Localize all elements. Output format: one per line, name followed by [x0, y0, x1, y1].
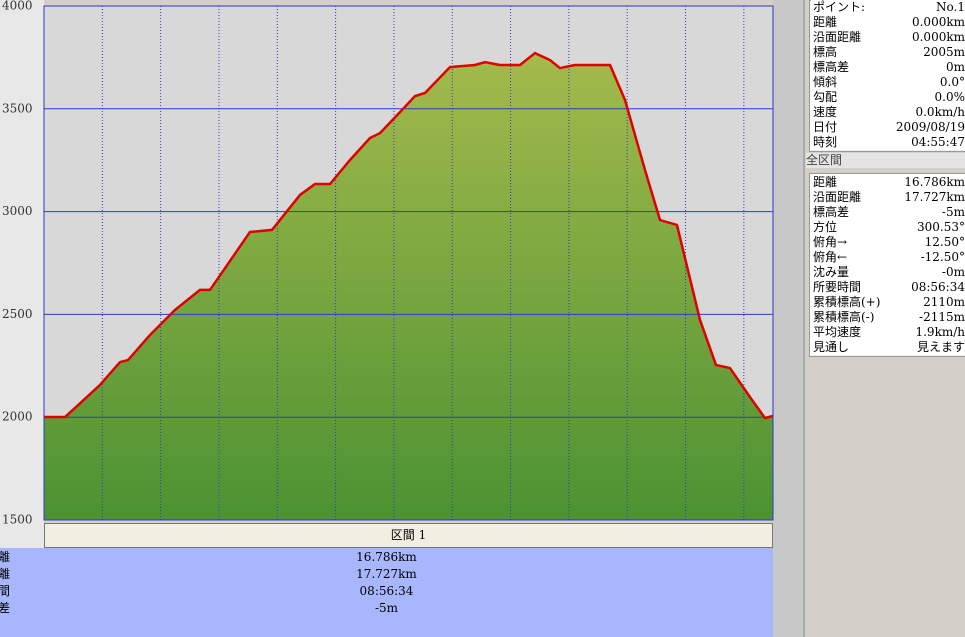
- row-value: 0.000km: [911, 15, 965, 29]
- info-row: 距離 16.786km: [811, 175, 965, 191]
- area-fill: [44, 53, 773, 521]
- row-value: 1.9km/h: [915, 325, 965, 339]
- row-value: 16.786km: [356, 550, 417, 564]
- info-row: 方位 300.53°: [811, 220, 965, 236]
- info-row: 俯角← -12.50°: [811, 250, 965, 266]
- y-tick-label: 1500: [2, 513, 33, 527]
- info-row: 標高 2005m: [811, 45, 965, 61]
- row-value: 0m: [945, 60, 965, 74]
- row-label: 標高差: [813, 60, 850, 74]
- row-value: 12.50°: [924, 235, 965, 249]
- row-label: 所要時間: [0, 584, 10, 598]
- info-row: 累積標高(+) 2110m: [811, 295, 965, 311]
- row-value: -12.50°: [920, 250, 965, 264]
- row-label: 累積標高(+): [813, 295, 881, 309]
- row-value: 17.727km: [356, 567, 417, 581]
- info-row: 沈み量 -0m: [811, 265, 965, 281]
- row-label: 距離: [0, 550, 10, 564]
- section-row: 標高差 -5m: [0, 600, 773, 617]
- section-row: 所要時間 08:56:34: [0, 583, 773, 600]
- row-label: 傾斜: [813, 75, 838, 89]
- row-label: 勾配: [813, 90, 838, 104]
- section-body: [0, 548, 773, 637]
- row-value: -2115m: [919, 310, 965, 324]
- info-row: 見通し 見えます: [811, 340, 965, 356]
- plot-frame: [43, 5, 774, 521]
- row-label: 日付: [813, 120, 838, 134]
- row-value: 2110m: [923, 295, 965, 309]
- row-value: 0.000km: [911, 30, 965, 44]
- row-label: 標高差: [0, 601, 10, 615]
- info-row: ポイント: No.1: [811, 0, 965, 16]
- row-label: 方位: [813, 220, 838, 234]
- section-row: 距離 16.786km: [0, 549, 773, 566]
- axis-panel: [0, 0, 44, 637]
- row-label: ポイント:: [813, 0, 866, 14]
- info-row: 日付 2009/08/19: [811, 120, 965, 136]
- y-tick-label: 2000: [2, 410, 33, 424]
- y-tick-label: 2500: [2, 307, 33, 321]
- info-row: 標高差 -5m: [811, 205, 965, 221]
- row-value: 08:56:34: [911, 280, 965, 294]
- row-label: 速度: [813, 105, 838, 119]
- profile-chart: 1500 2000 2500 3000 3500 4000: [0, 0, 805, 637]
- row-label: 沈み量: [813, 265, 850, 279]
- info-row: 距離 0.000km: [811, 15, 965, 31]
- row-value: 2005m: [923, 45, 965, 59]
- info-row: 速度 0.0km/h: [811, 105, 965, 121]
- info-row: 時刻 04:55:47: [811, 135, 965, 151]
- info-row: 平均速度 1.9km/h: [811, 325, 965, 341]
- info-row: 沿面距離 17.727km: [811, 190, 965, 206]
- row-label: 距離: [813, 15, 838, 29]
- splitter: [773, 0, 805, 637]
- info-row: 標高差 0m: [811, 60, 965, 76]
- row-label: 時刻: [813, 135, 838, 149]
- row-value: 0.0%: [934, 90, 965, 104]
- row-value: 17.727km: [904, 190, 965, 204]
- row-label: 所要時間: [813, 280, 862, 294]
- section-header: 区間 1: [44, 523, 773, 548]
- row-value: 0.0km/h: [915, 105, 965, 119]
- profile-line: [44, 51, 774, 420]
- info-row: 俯角→ 12.50°: [811, 235, 965, 251]
- row-value: 08:56:34: [359, 584, 414, 598]
- row-label: 距離: [813, 175, 838, 189]
- row-value: 0.0°: [939, 75, 965, 89]
- row-label: 沿面距離: [813, 190, 862, 204]
- row-label: 平均速度: [813, 325, 862, 339]
- info-row: 勾配 0.0%: [811, 90, 965, 106]
- row-value: 16.786km: [904, 175, 965, 189]
- row-label: 標高: [813, 45, 838, 59]
- row-label: 見通し: [813, 340, 850, 354]
- section-row: 沿面距離 17.727km: [0, 566, 773, 583]
- info-row: 傾斜 0.0°: [811, 75, 965, 91]
- row-value: 2009/08/19: [895, 120, 965, 134]
- row-value: 300.53°: [917, 220, 965, 234]
- row-value: -5m: [941, 205, 965, 219]
- total-header: 全区間: [806, 153, 965, 168]
- y-tick-label: 4000: [2, 0, 33, 13]
- info-row: 累積標高(-) -2115m: [811, 310, 965, 326]
- info-row: 所要時間 08:56:34: [811, 280, 965, 296]
- row-label: 俯角→: [813, 235, 848, 249]
- row-label: 沿面距離: [0, 567, 10, 581]
- row-value: -0m: [941, 265, 965, 279]
- y-tick-label: 3000: [2, 204, 33, 218]
- row-label: 沿面距離: [813, 30, 862, 44]
- row-value: 見えます: [916, 340, 965, 354]
- row-value: 04:55:47: [911, 135, 965, 149]
- row-label: 累積標高(-): [813, 310, 875, 324]
- row-label: 標高差: [813, 205, 850, 219]
- row-label: 俯角←: [813, 250, 848, 264]
- y-tick-label: 3500: [2, 101, 33, 115]
- row-value: No.1: [936, 0, 965, 14]
- row-value: -5m: [374, 601, 399, 615]
- info-row: 沿面距離 0.000km: [811, 30, 965, 46]
